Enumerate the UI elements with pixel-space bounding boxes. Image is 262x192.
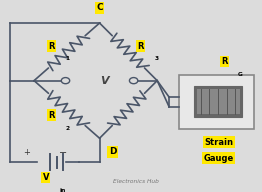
FancyBboxPatch shape bbox=[179, 75, 254, 129]
Text: V: V bbox=[43, 173, 49, 182]
Text: R: R bbox=[48, 111, 54, 120]
Bar bbox=[194, 86, 242, 117]
Text: R: R bbox=[221, 57, 227, 66]
Text: G: G bbox=[238, 72, 243, 77]
Text: 3: 3 bbox=[154, 56, 159, 61]
Text: −: − bbox=[59, 148, 67, 158]
Text: in: in bbox=[60, 188, 66, 192]
Text: Strain: Strain bbox=[204, 138, 233, 146]
Text: D: D bbox=[109, 147, 116, 156]
Text: C: C bbox=[96, 3, 103, 12]
Circle shape bbox=[129, 78, 138, 84]
Text: R: R bbox=[137, 42, 143, 50]
Text: Gauge: Gauge bbox=[204, 154, 234, 163]
Text: R: R bbox=[48, 42, 54, 50]
Bar bbox=[196, 89, 240, 114]
Text: Electronics Hub: Electronics Hub bbox=[113, 179, 159, 184]
Text: 2: 2 bbox=[65, 126, 69, 131]
Text: 1: 1 bbox=[65, 56, 69, 61]
Text: V: V bbox=[101, 76, 109, 86]
Text: +: + bbox=[23, 148, 30, 157]
Circle shape bbox=[61, 78, 70, 84]
